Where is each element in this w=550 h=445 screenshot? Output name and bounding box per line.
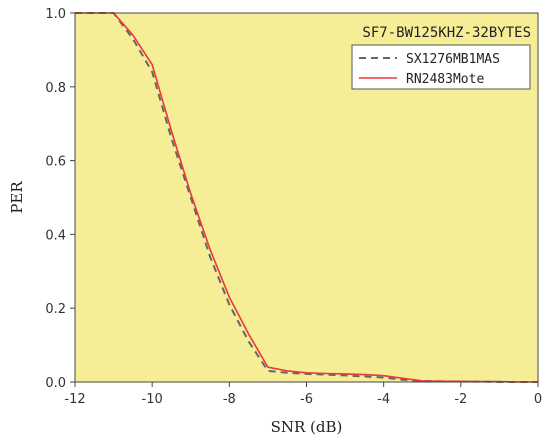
plot-frame bbox=[74, 12, 539, 383]
y-axis-ticks: 0.0 0.2 0.4 0.6 0.8 1.0 bbox=[45, 7, 75, 391]
x-tick-label: -2 bbox=[454, 392, 467, 407]
y-tick-label: 0.2 bbox=[45, 302, 66, 317]
x-axis-title: SNR (dB) bbox=[271, 418, 343, 436]
x-tick-label: -4 bbox=[377, 392, 390, 407]
y-axis-title: PER bbox=[8, 181, 26, 214]
y-tick-label: 0.4 bbox=[45, 228, 66, 243]
legend-label-sx1276mb1mas: SX1276MB1MAS bbox=[406, 52, 500, 67]
y-tick-label: 0.0 bbox=[45, 376, 66, 391]
legend-box bbox=[351, 44, 531, 90]
chart-title: SF7-BW125KHZ-32BYTES bbox=[362, 25, 531, 41]
y-tick-label: 0.8 bbox=[45, 81, 66, 96]
x-tick-label: -12 bbox=[64, 392, 85, 407]
y-tick-label: 1.0 bbox=[45, 7, 66, 22]
x-tick-label: -10 bbox=[142, 392, 163, 407]
legend-label-rn2483mote: RN2483Mote bbox=[406, 72, 484, 87]
x-tick-label: -8 bbox=[223, 392, 236, 407]
y-tick-label: 0.6 bbox=[45, 155, 66, 170]
x-axis-ticks: -12 -10 -8 -6 -4 -2 0 bbox=[64, 382, 542, 407]
legend: SX1276MB1MAS RN2483Mote bbox=[351, 44, 531, 90]
x-tick-label: -6 bbox=[300, 392, 313, 407]
x-tick-label: 0 bbox=[534, 392, 542, 407]
series-line-rn2483mote bbox=[75, 12, 538, 383]
